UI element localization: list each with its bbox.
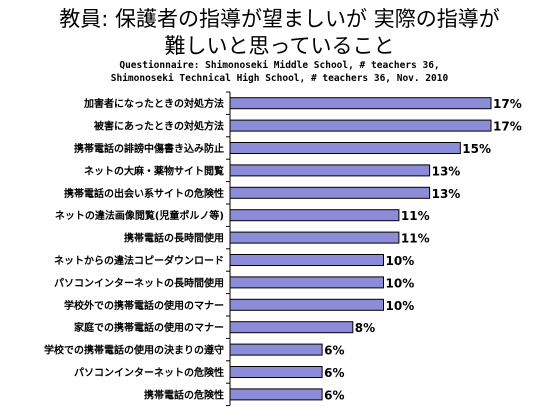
bar-2 (230, 143, 460, 154)
bar-7 (230, 255, 384, 266)
value-label-3: 13% (432, 164, 461, 178)
bar-12 (230, 367, 322, 378)
category-label-8: パソコンインターネットの長時間使用 (54, 276, 224, 289)
category-label-5: ネットの違法画像閲覧(児童ポルノ等) (55, 209, 224, 222)
category-label-6: 携帯電話の長時間使用 (124, 232, 224, 245)
bar-8 (230, 277, 384, 288)
category-label-9: 学校外での携帯電話の使用のマナー (64, 299, 224, 312)
value-label-12: 6% (324, 366, 344, 380)
bar-11 (230, 344, 322, 355)
value-label-9: 10% (386, 299, 415, 313)
category-label-3: ネットの大麻・薬物サイト閲覧 (84, 164, 224, 177)
value-label-5: 11% (401, 209, 430, 223)
bar-3 (230, 165, 430, 176)
category-label-11: 学校での携帯電話の使用の決まりの遵守 (44, 344, 224, 357)
value-label-1: 17% (493, 120, 522, 134)
value-label-0: 17% (493, 97, 522, 111)
bar-5 (230, 210, 399, 221)
value-label-11: 6% (324, 344, 344, 358)
bar-4 (230, 187, 430, 198)
category-label-1: 被害にあったときの対処方法 (94, 120, 224, 133)
category-label-13: 携帯電話の危険性 (144, 388, 224, 401)
bar-13 (230, 389, 322, 400)
bar-10 (230, 322, 353, 333)
value-label-7: 10% (386, 254, 415, 268)
value-label-8: 10% (386, 276, 415, 290)
category-label-2: 携帯電話の誹謗中傷書き込み防止 (74, 142, 224, 155)
bar-0 (230, 98, 491, 109)
value-label-10: 8% (355, 321, 375, 335)
bar-9 (230, 299, 384, 310)
category-label-7: ネットからの違法コピーダウンロード (54, 254, 224, 267)
value-label-2: 15% (462, 142, 491, 156)
value-label-4: 13% (432, 187, 461, 201)
value-label-13: 6% (324, 388, 344, 402)
category-label-4: 携帯電話の出会い系サイトの危険性 (64, 187, 224, 200)
category-label-10: 家庭での携帯電話の使用のマナー (74, 321, 224, 334)
bar-1 (230, 120, 491, 131)
bar-6 (230, 232, 399, 243)
category-label-12: パソコンインターネットの危険性 (74, 366, 224, 379)
value-label-6: 11% (401, 232, 430, 246)
category-label-0: 加害者になったときの対処方法 (83, 97, 224, 110)
